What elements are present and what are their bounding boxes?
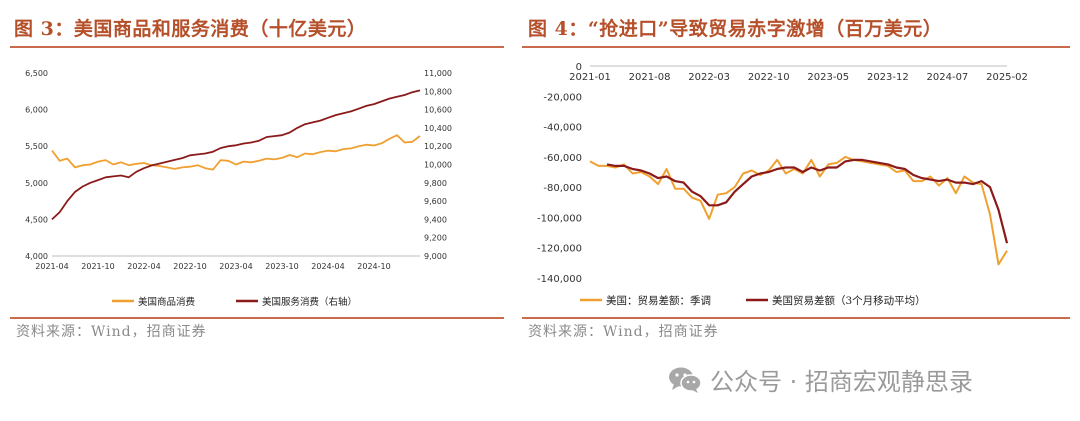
x-tick-label: 2022-10 xyxy=(173,262,206,271)
y-left-tick-label: 4,500 xyxy=(25,215,48,224)
bottom-rule xyxy=(522,317,1070,319)
x-tick-label: 2025-02 xyxy=(986,72,1028,83)
x-tick-label: 2024-07 xyxy=(927,72,969,83)
wechat-brand: 公众号 · 招商宏观静思录 xyxy=(668,362,973,397)
y-tick-label: -20,000 xyxy=(543,92,582,103)
title-rule xyxy=(522,46,1070,48)
x-tick-label: 2023-12 xyxy=(867,72,909,83)
brand-text: 公众号 · 招商宏观静思录 xyxy=(710,368,973,396)
x-tick-label: 2021-08 xyxy=(629,72,671,83)
y-right-tick-label: 9,800 xyxy=(424,179,447,188)
x-tick-label: 2021-04 xyxy=(35,262,68,271)
y-left-tick-label: 5,000 xyxy=(25,179,48,188)
x-tick-label: 2022-10 xyxy=(748,72,790,83)
figure-3-title: 图 3：美国商品和服务消费（十亿美元） xyxy=(14,18,367,40)
consumption-chart: 4,000 4,500 5,000 5,500 6,000 6,500 9,000 9,200… xyxy=(25,69,452,308)
x-tick-label: 2021-01 xyxy=(569,72,611,83)
x-tick-label: 2022-04 xyxy=(127,262,160,271)
x-tick-label: 2022-03 xyxy=(688,72,730,83)
series-line-moving-average xyxy=(606,158,1009,244)
series-line-trade-balance xyxy=(589,155,1008,266)
legend-label: 美国：贸易差额：季调 xyxy=(606,294,711,307)
wechat-icon xyxy=(669,367,702,393)
y-tick-label: -60,000 xyxy=(543,153,582,164)
y-left-tick-label: 5,500 xyxy=(25,142,48,151)
y-left-tick-label: 4,000 xyxy=(25,252,48,261)
title-rule xyxy=(10,46,504,48)
trade-balance-chart: 0 -20,000 -40,000 -60,000 -80,000 -100,000 -12… xyxy=(537,62,1028,307)
x-tick-label: 2024-04 xyxy=(311,262,344,271)
y-right-tick-label: 9,000 xyxy=(424,252,447,261)
series-line-services xyxy=(51,89,421,221)
y-tick-label: -40,000 xyxy=(543,123,582,134)
y-right-tick-label: 9,600 xyxy=(424,197,447,206)
y-right-tick-label: 10,800 xyxy=(424,87,452,96)
x-tick-label: 2023-04 xyxy=(219,262,252,271)
x-tick-label: 2021-10 xyxy=(81,262,114,271)
y-right-tick-label: 10,000 xyxy=(424,161,452,170)
x-tick-label: 2024-10 xyxy=(357,262,390,271)
x-tick-label: 2023-10 xyxy=(265,262,298,271)
source-note: 资料来源：Wind，招商证券 xyxy=(16,324,207,340)
y-right-tick-label: 10,600 xyxy=(424,106,452,115)
y-tick-label: -80,000 xyxy=(543,183,582,194)
y-right-tick-label: 9,400 xyxy=(424,215,447,224)
legend-label: 美国服务消费（右轴） xyxy=(262,296,357,308)
y-right-tick-label: 10,200 xyxy=(424,142,452,151)
legend-label: 美国贸易差额（3个月移动平均） xyxy=(772,294,926,307)
y-right-tick-label: 11,000 xyxy=(424,69,452,78)
y-tick-label: -100,000 xyxy=(537,213,582,224)
y-left-tick-label: 6,000 xyxy=(25,106,48,115)
series-line-goods xyxy=(51,134,421,171)
y-tick-label: 0 xyxy=(576,62,582,73)
figure-4-title: 图 4：“抢进口”导致贸易赤字激增（百万美元） xyxy=(528,18,943,40)
legend-label: 美国商品消费 xyxy=(138,296,195,308)
y-left-tick-label: 6,500 xyxy=(25,69,48,78)
bottom-rule xyxy=(10,317,504,319)
y-right-tick-label: 9,200 xyxy=(424,234,447,243)
y-right-tick-label: 10,400 xyxy=(424,124,452,133)
y-tick-label: -140,000 xyxy=(537,274,582,285)
x-tick-label: 2023-05 xyxy=(807,72,849,83)
y-tick-label: -120,000 xyxy=(537,244,582,255)
source-note: 资料来源：Wind，招商证券 xyxy=(528,324,719,340)
